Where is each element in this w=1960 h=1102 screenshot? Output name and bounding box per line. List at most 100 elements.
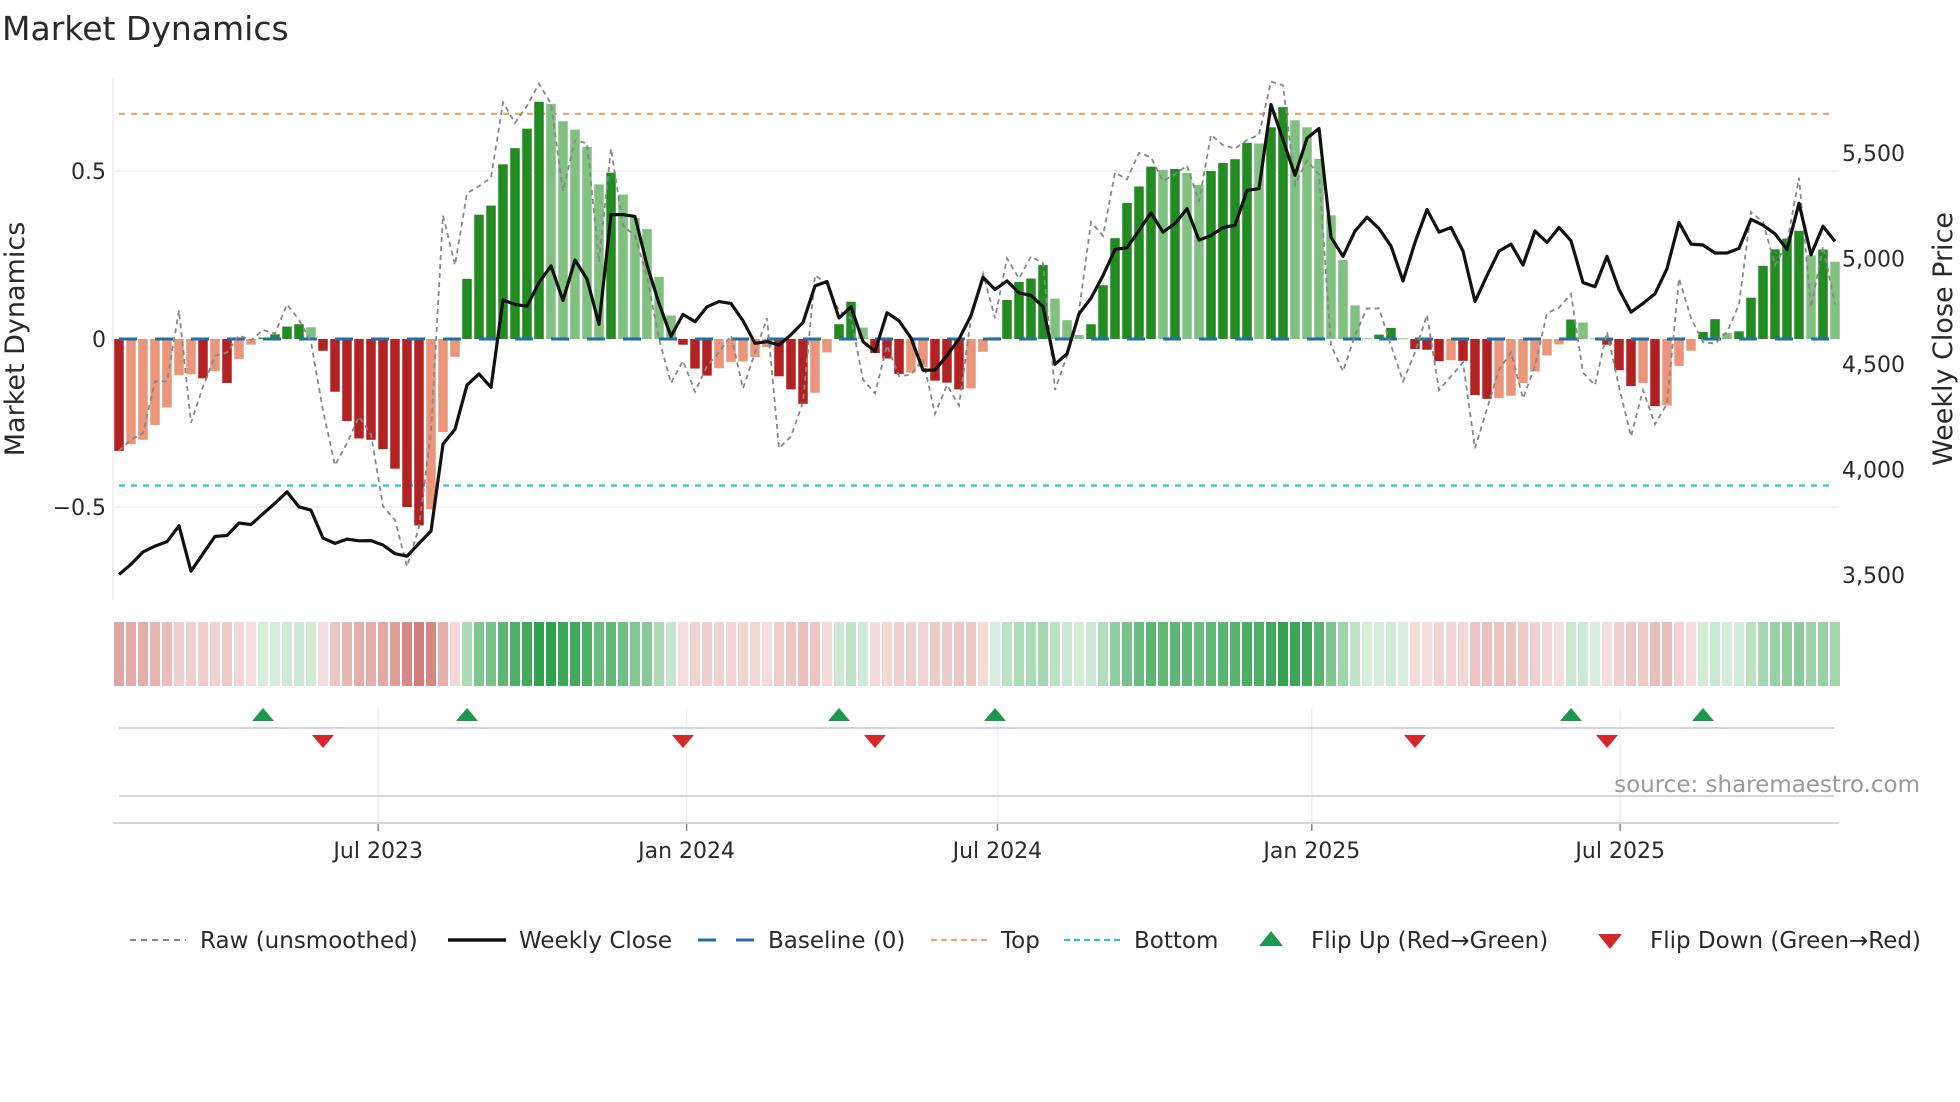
dynamics-bar xyxy=(1050,298,1060,339)
heat-cell xyxy=(954,622,964,686)
heat-cell xyxy=(1746,622,1756,686)
dynamics-bar xyxy=(1554,339,1564,345)
heat-cell xyxy=(798,622,808,686)
dynamics-bar xyxy=(1398,338,1408,340)
dynamics-bar xyxy=(594,184,604,339)
dynamics-bar xyxy=(1734,331,1744,339)
dynamics-bar xyxy=(1770,249,1780,339)
dynamics-bar xyxy=(222,339,232,384)
dynamics-bar xyxy=(1122,202,1132,339)
heat-cell xyxy=(426,622,436,686)
gridlines xyxy=(113,170,1839,508)
legend: Raw (unsmoothed) Weekly Close Baseline (0)… xyxy=(130,928,1921,954)
dynamics-bar xyxy=(486,205,496,339)
dynamics-bar xyxy=(1626,339,1636,387)
heat-cell xyxy=(390,622,400,686)
dynamics-bar xyxy=(1194,184,1204,339)
heat-cell xyxy=(1698,622,1708,686)
heat-cell xyxy=(1518,622,1528,686)
dynamics-bar xyxy=(774,339,784,377)
heat-cell xyxy=(1662,622,1672,686)
y2-tick-label: 5,000 xyxy=(1842,248,1905,273)
heat-cell xyxy=(1614,622,1624,686)
heat-cell xyxy=(894,622,904,686)
dynamics-bar xyxy=(630,218,640,339)
dynamics-bar xyxy=(1674,339,1684,366)
heat-cell xyxy=(846,622,856,686)
heat-cell xyxy=(1026,622,1036,686)
y2-tick-label: 3,500 xyxy=(1842,564,1905,589)
heat-cell xyxy=(534,622,544,686)
heat-cell xyxy=(354,622,364,686)
legend-flip-down-icon xyxy=(1598,934,1622,949)
heat-cell xyxy=(498,622,508,686)
dynamics-bar xyxy=(1230,159,1240,339)
heat-cell xyxy=(522,622,532,686)
heat-cell xyxy=(318,622,328,686)
dynamics-bar xyxy=(1482,339,1492,399)
dynamics-bar xyxy=(1722,332,1732,339)
dynamics-bar xyxy=(858,327,868,339)
heat-cell xyxy=(1818,622,1828,686)
y2-tick-label: 4,500 xyxy=(1842,353,1905,378)
dynamics-bar xyxy=(1314,158,1324,339)
heat-cell xyxy=(1650,622,1660,686)
dynamics-bar xyxy=(1206,171,1216,339)
heat-cell xyxy=(1446,622,1456,686)
heat-cell xyxy=(1302,622,1312,686)
right-axis-ticks: 5,500 5,000 4,500 4,000 3,500 xyxy=(1842,142,1905,589)
heat-cell xyxy=(270,622,280,686)
heat-cell xyxy=(1758,622,1768,686)
heat-cell xyxy=(630,622,640,686)
heat-cell xyxy=(126,622,136,686)
dynamics-bar xyxy=(1098,285,1108,339)
dynamics-bar xyxy=(1062,320,1072,339)
heat-cell xyxy=(474,622,484,686)
dynamics-bar xyxy=(282,326,292,339)
dynamics-bar xyxy=(918,339,928,367)
dynamics-bar xyxy=(1026,278,1036,339)
heat-cell xyxy=(1362,622,1372,686)
y-axis-title: Market Dynamics xyxy=(0,222,31,457)
heat-cell xyxy=(1206,622,1216,686)
dynamics-bar xyxy=(1446,339,1456,361)
heat-cell xyxy=(810,622,820,686)
dynamics-bar xyxy=(678,339,688,345)
heat-cell xyxy=(210,622,220,686)
dynamics-bar xyxy=(810,339,820,393)
flip-down-marker xyxy=(864,735,886,748)
heat-cell xyxy=(1578,622,1588,686)
heat-cell xyxy=(546,622,556,686)
dynamics-bar xyxy=(426,339,436,510)
heat-cell xyxy=(330,622,340,686)
heat-cell xyxy=(510,622,520,686)
dynamics-bar xyxy=(126,339,136,445)
dynamics-bar xyxy=(942,339,952,383)
heat-cell xyxy=(1734,622,1744,686)
dynamics-bar xyxy=(666,315,676,339)
flip-down-marker xyxy=(1596,735,1618,748)
heat-cell xyxy=(966,622,976,686)
heat-cell xyxy=(222,622,232,686)
heat-cell xyxy=(702,622,712,686)
dynamics-bar xyxy=(306,327,316,339)
heat-cell xyxy=(1050,622,1060,686)
heat-cell xyxy=(1230,622,1240,686)
dynamics-bar xyxy=(642,229,652,339)
flip-up-marker xyxy=(984,708,1006,721)
dynamics-bar xyxy=(1086,324,1096,339)
dynamics-bar xyxy=(558,121,568,339)
series-lines xyxy=(117,80,1837,576)
dynamics-bar xyxy=(750,339,760,358)
heat-cell xyxy=(1602,622,1612,686)
dynamics-bar xyxy=(318,339,328,351)
regime-heat-strip xyxy=(114,622,1840,686)
heat-cell xyxy=(1674,622,1684,686)
heat-cell xyxy=(1638,622,1648,686)
heat-cell xyxy=(486,622,496,686)
dynamics-bar xyxy=(1470,339,1480,396)
source-credit: source: sharemaestro.com xyxy=(1614,772,1920,798)
heat-cell xyxy=(1554,622,1564,686)
dynamics-bar xyxy=(390,339,400,469)
heat-cell xyxy=(1170,622,1180,686)
